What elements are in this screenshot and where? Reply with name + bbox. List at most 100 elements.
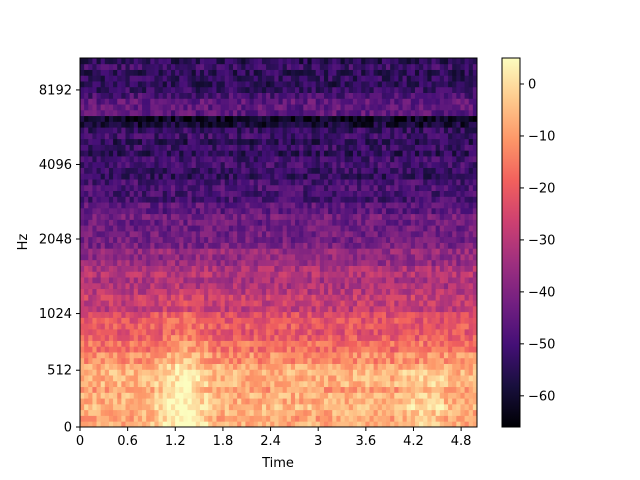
heatmap-cell [373,317,379,324]
heatmap-cell [84,363,89,370]
heatmap-cell [104,369,110,376]
heatmap-cell [381,242,387,249]
heatmap-cell [435,150,441,157]
heatmap-cell [212,380,217,388]
heatmap-cell [311,173,317,180]
heatmap-cell [472,375,478,382]
heatmap-cell [472,334,478,341]
heatmap-cell [307,225,312,232]
heatmap-cell [394,225,399,232]
heatmap-cell [183,236,188,243]
heatmap-cell [253,202,259,209]
heatmap-cell [377,254,383,261]
heatmap-cell [170,305,176,313]
heatmap-cell [162,179,168,186]
heatmap-cell [414,167,420,174]
heatmap-cell [431,277,437,284]
heatmap-cell [199,259,205,266]
heatmap-cell [257,127,263,134]
heatmap-cell [460,207,465,215]
heatmap-cell [464,380,470,388]
heatmap-cell [394,207,399,215]
heatmap-cell [241,138,246,145]
heatmap-cell [394,403,399,411]
heatmap-cell [332,311,337,318]
heatmap-cell [266,369,271,376]
heatmap-cell [278,357,284,364]
heatmap-cell [261,386,267,393]
heatmap-cell [373,236,379,243]
heatmap-cell [195,288,201,295]
heatmap-cell [266,357,271,364]
heatmap-cell [278,179,284,186]
heatmap-cell [381,386,387,393]
heatmap-cell [249,415,255,422]
heatmap-cell [278,398,284,405]
heatmap-cell [166,403,172,411]
heatmap-cell [108,219,114,226]
heatmap-cell [84,282,89,290]
heatmap-cell [199,254,205,261]
heatmap-cell [282,127,288,134]
heatmap-cell [266,179,271,186]
heatmap-cell [398,132,403,140]
heatmap-cell [282,179,288,186]
heatmap-cell [373,242,379,249]
heatmap-cell [158,254,164,261]
heatmap-cell [245,248,250,255]
heatmap-cell [435,144,441,151]
heatmap-cell [113,150,118,157]
heatmap-cell [245,363,250,370]
heatmap-cell [348,369,354,376]
heatmap-cell [278,265,284,272]
heatmap-cell [274,230,279,238]
heatmap-cell [431,202,437,209]
heatmap-cell [427,138,432,145]
heatmap-cell [464,225,470,232]
heatmap-cell [435,242,441,249]
heatmap-cell [443,219,449,226]
heatmap-cell [365,403,370,411]
heatmap-cell [307,415,312,422]
heatmap-cell [179,392,184,399]
heatmap-cell [386,380,391,388]
heatmap-cell [166,265,172,272]
heatmap-cell [233,277,238,284]
heatmap-cell [175,311,180,318]
heatmap-cell [460,254,465,261]
heatmap-cell [261,202,267,209]
heatmap-cell [233,248,238,255]
heatmap-cell [253,317,259,324]
heatmap-cell [245,288,250,295]
heatmap-cell [170,196,176,203]
heatmap-cell [361,398,366,405]
heatmap-cell [150,346,155,353]
heatmap-cell [96,311,102,318]
heatmap-cell [381,248,387,255]
heatmap-cell [179,352,184,359]
heatmap-cell [303,352,308,359]
heatmap-cell [303,398,308,405]
heatmap-cell [299,254,304,261]
heatmap-cell [166,138,172,145]
heatmap-cell [464,242,470,249]
heatmap-cell [261,357,267,364]
heatmap-cell [381,357,387,364]
heatmap-cell [472,282,478,290]
heatmap-cell [125,144,131,151]
heatmap-cell [348,179,354,186]
heatmap-cell [266,202,271,209]
heatmap-cell [365,421,370,428]
heatmap-cell [410,352,416,359]
heatmap-cell [224,219,230,226]
heatmap-cell [328,127,333,134]
heatmap-cell [402,230,408,238]
heatmap-cell [286,254,292,261]
heatmap-cell [332,288,337,295]
heatmap-cell [299,242,304,249]
heatmap-cell [88,375,93,382]
heatmap-cell [352,328,358,336]
heatmap-cell [245,317,250,324]
heatmap-cell [282,219,288,226]
